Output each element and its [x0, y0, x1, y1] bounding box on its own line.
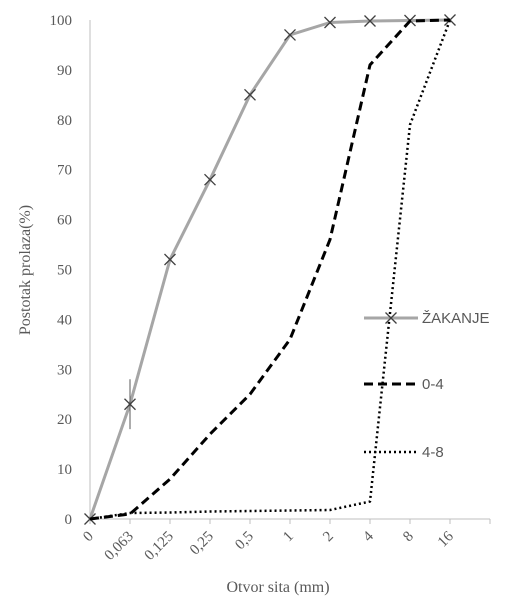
- y-tick-label: 80: [57, 113, 72, 129]
- y-tick-label: 0: [65, 512, 73, 528]
- data-point-marker: [204, 173, 216, 186]
- data-point-marker: [244, 88, 256, 101]
- data-point-marker: [284, 29, 296, 41]
- series-3: [89, 19, 452, 521]
- x-tick-label: 1: [280, 529, 297, 546]
- y-tick-label: 100: [50, 13, 73, 29]
- legend-label: 0-4: [422, 376, 444, 393]
- data-point-marker: [324, 16, 336, 29]
- x-tick-labels: 0 0,063 0,125 0,25 0,5 1 2 4 8 16: [80, 519, 491, 564]
- series-2: [89, 18, 451, 521]
- legend-marker: [385, 312, 397, 324]
- y-tick-label: 30: [57, 362, 72, 378]
- series-layer: [84, 14, 456, 525]
- y-tick-labels: 0 10 20 30 40 50 60 70 80 90 100: [50, 13, 73, 528]
- data-point-marker: [124, 398, 136, 411]
- x-tick-label: 16: [435, 528, 457, 550]
- x-tick-label: 0,125: [142, 529, 177, 564]
- y-axis-title: Postotak prolaza(%): [17, 205, 34, 335]
- y-tick-label: 70: [57, 163, 72, 179]
- data-point-marker: [164, 253, 176, 266]
- x-tick-label: 2: [320, 529, 337, 546]
- series-line: [88, 18, 451, 520]
- y-tick-label: 40: [57, 312, 72, 328]
- y-tick-label: 10: [57, 462, 72, 478]
- legend-item: 4-8: [364, 444, 444, 461]
- y-tick-label: 60: [57, 213, 72, 229]
- x-tick-label: 0,25: [187, 529, 217, 559]
- series-line: [89, 19, 452, 521]
- legend-item: ŽAKANJE: [364, 310, 490, 327]
- data-point-marker: [364, 15, 376, 27]
- legend: ŽAKANJE 0-4 4-8: [364, 310, 490, 461]
- x-tick-label: 0,5: [232, 529, 257, 554]
- series-line: [89, 18, 451, 521]
- series-1: [84, 14, 456, 525]
- legend-label: 4-8: [422, 444, 444, 461]
- y-tick-label: 50: [57, 263, 72, 279]
- x-tick-label: 0: [80, 529, 97, 546]
- y-tick-label: 20: [57, 412, 72, 428]
- legend-item: 0-4: [364, 376, 444, 393]
- x-tick-label: 4: [360, 528, 377, 545]
- x-tick-label: 8: [400, 529, 417, 546]
- x-axis-title: Otvor sita (mm): [226, 579, 329, 596]
- y-tick-label: 90: [57, 63, 72, 79]
- x-tick-label: 0,063: [102, 529, 137, 564]
- legend-label: ŽAKANJE: [422, 310, 490, 327]
